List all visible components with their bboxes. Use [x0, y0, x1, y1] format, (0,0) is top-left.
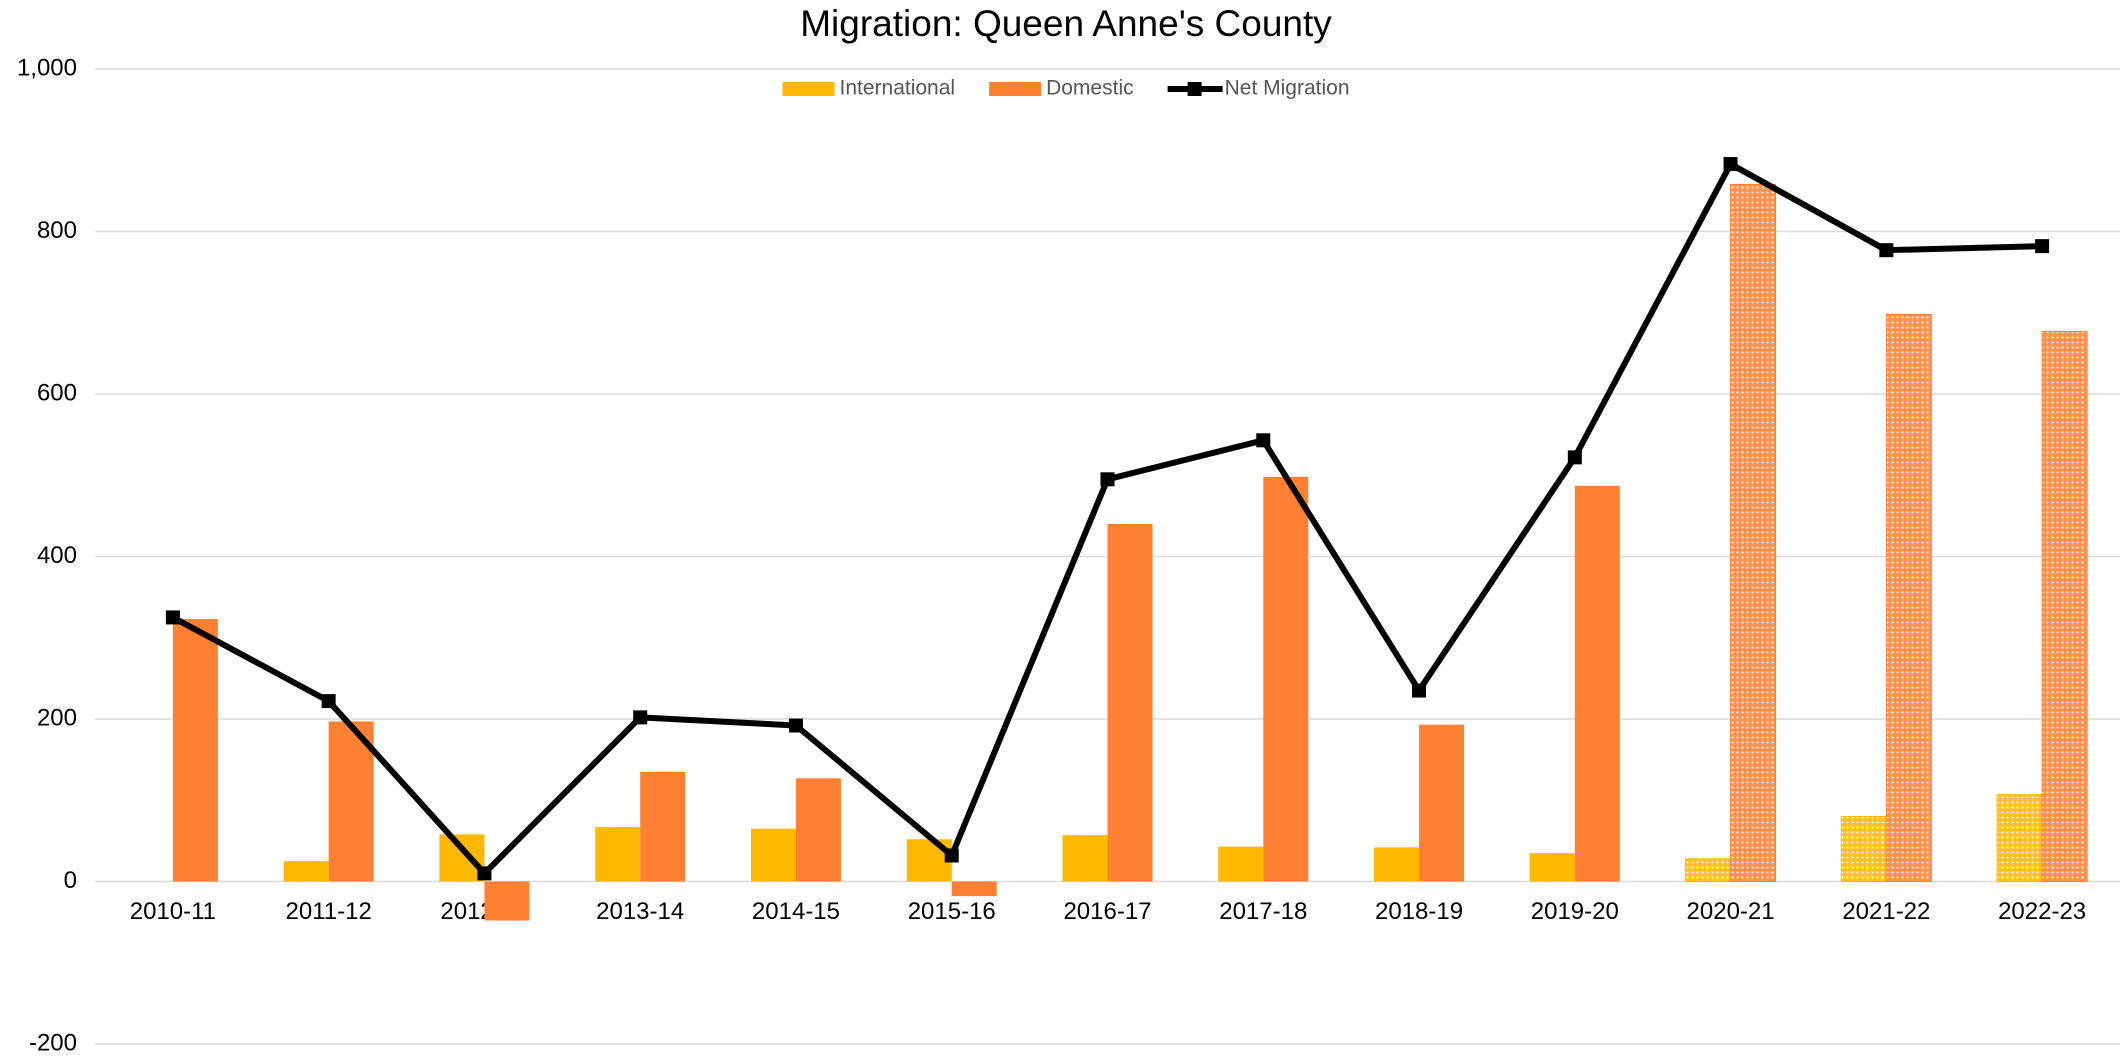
bar [439, 834, 485, 882]
legend-swatch [1187, 82, 1202, 96]
x-tick-label: 2015-16 [908, 898, 996, 925]
legend-swatch [989, 82, 1042, 96]
bar [1685, 858, 1732, 882]
bar [1529, 853, 1575, 882]
line-marker [1412, 683, 1427, 698]
line-marker [944, 848, 959, 863]
x-tick-label: 2016-17 [1063, 898, 1151, 925]
legend-label: Net Migration [1225, 77, 1350, 100]
bar [283, 861, 329, 882]
bar [484, 881, 530, 921]
line-marker [1567, 450, 1582, 465]
bar [640, 771, 686, 882]
x-tick-label: 2021-22 [1842, 898, 1930, 925]
line-marker [633, 710, 648, 725]
legend-item: International [782, 77, 955, 100]
bar [1574, 485, 1620, 882]
bar [2041, 330, 2088, 882]
bar [1885, 313, 1932, 882]
line-marker [1100, 472, 1115, 487]
bar [1107, 524, 1153, 882]
bar [328, 721, 374, 882]
x-tick-label: 2011-12 [286, 898, 372, 925]
bar [1263, 476, 1309, 882]
x-tick-label: 2020-21 [1687, 898, 1775, 925]
bar [1730, 183, 1777, 882]
bar [1419, 724, 1465, 882]
bar [1062, 835, 1108, 882]
legend: International Domestic Net Migration [782, 77, 1350, 100]
legend-label: Domestic [1046, 77, 1134, 100]
bar [750, 828, 796, 882]
bar [795, 778, 841, 882]
legend-swatch [782, 82, 835, 96]
y-tick-label: 0 [64, 867, 77, 894]
bar [1218, 846, 1264, 882]
legend-item: Domestic [989, 77, 1134, 100]
line-marker [1879, 243, 1894, 258]
line-marker [2035, 239, 2050, 254]
bar [1840, 816, 1887, 882]
y-tick-label: 400 [37, 542, 77, 569]
x-tick-label: 2010-11 [130, 898, 216, 925]
y-tick-label: 1,000 [17, 54, 77, 81]
legend-item: Net Migration [1167, 77, 1350, 100]
x-tick-label: 2022-23 [1998, 898, 2086, 925]
x-tick-label: 2014-15 [752, 898, 840, 925]
y-tick-label: -200 [29, 1029, 77, 1056]
legend-label: International [839, 77, 955, 100]
line-marker [788, 718, 803, 733]
y-tick-label: 600 [37, 379, 77, 406]
bar [1374, 847, 1420, 882]
y-tick-label: 200 [37, 704, 77, 731]
bar [1996, 794, 2043, 882]
line-marker [321, 694, 336, 709]
line-marker [165, 610, 180, 625]
bar [172, 619, 218, 882]
bar [951, 881, 997, 897]
line-marker [1256, 433, 1271, 448]
x-tick-label: 2019-20 [1531, 898, 1619, 925]
x-tick-label: 2018-19 [1375, 898, 1463, 925]
line-marker [1723, 157, 1738, 172]
x-tick-label: 2017-18 [1219, 898, 1307, 925]
line-marker [477, 866, 492, 881]
y-tick-label: 800 [37, 217, 77, 244]
chart-title: Migration: Queen Anne's County [800, 3, 1332, 44]
x-tick-label: 2013-14 [596, 898, 684, 925]
bar [595, 827, 641, 882]
